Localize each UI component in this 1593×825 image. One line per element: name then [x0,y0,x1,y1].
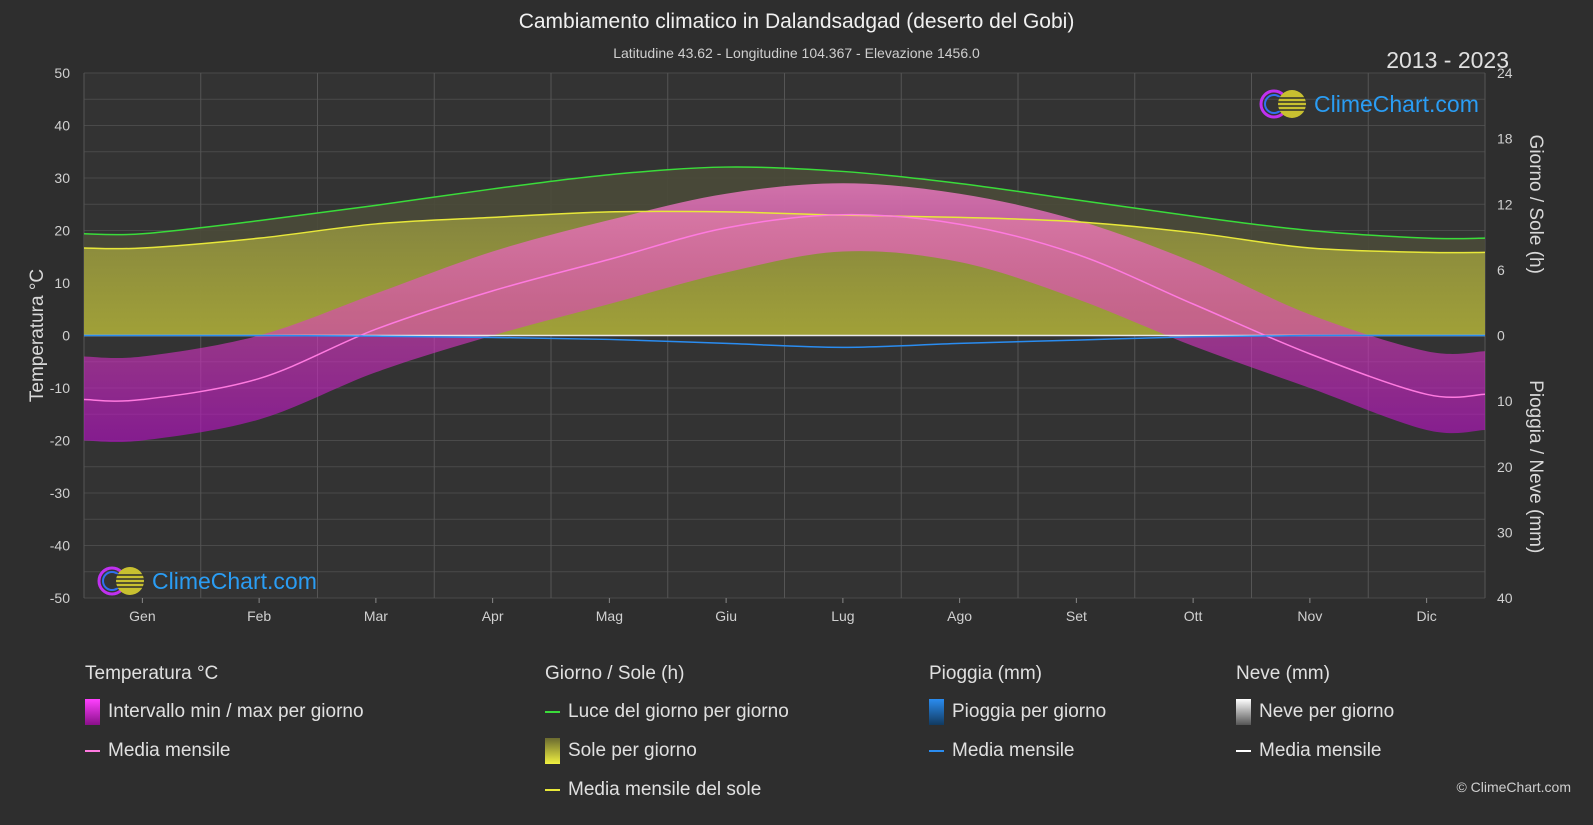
y-axis-title: Temperatura °C [27,269,48,402]
legend-rain: Pioggia (mm) Pioggia per giorno Media me… [929,663,1106,777]
legend-title: Neve (mm) [1236,663,1330,684]
y-tick-label: -40 [50,538,70,554]
legend-item: Media mensile [85,738,364,764]
year-range: 2013 - 2023 [1386,47,1509,73]
y3-tick-label: 20 [1497,459,1513,475]
temperature-mean-line [83,213,1486,402]
copyright: © ClimeChart.com [1456,779,1571,795]
x-tick-label: Nov [1297,608,1322,624]
x-tick-label: Ago [947,608,972,624]
legend-swatch [545,738,560,764]
legend-label: Intervallo min / max per giorno [108,701,364,722]
x-tick-label: Mar [364,608,388,624]
legend-swatch [929,699,944,725]
legend-label: Media mensile del sole [568,779,762,800]
logo-icon [97,566,144,596]
y2-axis-title: Giorno / Sole (h) [1525,135,1546,274]
y2-tick-label: 0 [1497,328,1505,344]
y-tick-label: 0 [62,328,70,344]
legend-label: Sole per giorno [568,740,697,761]
logo-text: ClimeChart.com [1314,90,1479,117]
legend-label: Neve per giorno [1259,701,1395,722]
y-tick-label: 10 [54,275,70,291]
y2-tick-label: 24 [1497,65,1513,81]
daylight-line [83,166,1486,240]
y3-tick-label: 40 [1497,590,1513,606]
logo-text: ClimeChart.com [152,567,317,594]
x-tick-label: Apr [482,608,504,624]
logo-top[interactable]: ClimeChart.com [1258,88,1479,120]
legend-title: Giorno / Sole (h) [545,663,685,684]
sunshine-mean-line [83,210,1486,254]
y-tick-label: 20 [54,223,70,239]
y3-tick-label: 10 [1497,393,1513,409]
y-tick-label: -20 [50,433,70,449]
y2-tick-label: 12 [1497,196,1513,212]
legend-snow: Neve (mm) Neve per giorno Media mensile [1236,663,1394,777]
legend-swatch [1236,699,1251,725]
y-tick-label: -30 [50,485,70,501]
y2-tick-label: 6 [1497,262,1505,278]
temperature-range-band [84,183,1485,443]
legend-label: Luce del giorno per giorno [568,701,789,722]
legend-label: Media mensile [1259,740,1382,761]
chart-subtitle: Latitudine 43.62 - Longitudine 104.367 -… [613,45,980,61]
legend-label: Media mensile [952,740,1075,761]
y-tick-label: 40 [54,118,70,134]
legend-item: Media mensile del sole [545,777,789,803]
y3-axis-title: Pioggia / Neve (mm) [1525,380,1546,553]
y3-tick-label: 30 [1497,524,1513,540]
legend-daylight-sun: Giorno / Sole (h) Luce del giorno per gi… [545,663,789,816]
legend-title: Pioggia (mm) [929,663,1042,684]
legend-item: Luce del giorno per giorno [545,699,789,725]
x-tick-label: Gen [129,608,155,624]
legend-item: Media mensile [929,738,1106,764]
legend-swatch [85,699,100,725]
x-tick-label: Dic [1417,608,1437,624]
x-tick-label: Set [1066,608,1087,624]
legend-item: Sole per giorno [545,738,789,764]
legend-temperature: Temperatura °C Intervallo min / max per … [85,663,364,777]
x-tick-label: Giu [715,608,737,624]
legend-swatch [545,711,560,713]
chart-title: Cambiamento climatico in Dalandsadgad (d… [518,10,1075,33]
y-tick-label: -10 [50,380,70,396]
legend-title: Temperatura °C [85,663,219,684]
y-tick-label: 30 [54,170,70,186]
legend-swatch [929,750,944,752]
y-tick-label: -50 [50,590,70,606]
legend-swatch [85,750,100,752]
legend-label: Media mensile [108,740,231,761]
logo-bottom[interactable]: ClimeChart.com [96,565,317,597]
legend-swatch [545,789,560,791]
legend-item: Pioggia per giorno [929,699,1106,725]
x-tick-label: Lug [831,608,854,624]
x-tick-label: Mag [596,608,623,624]
legend-item: Neve per giorno [1236,699,1394,725]
legend-item: Media mensile [1236,738,1394,764]
legend-swatch [1236,750,1251,752]
y2-tick-label: 18 [1497,131,1513,147]
x-tick-label: Feb [247,608,271,624]
legend-item: Intervallo min / max per giorno [85,699,364,725]
rain-mean-line [84,334,1485,349]
logo-icon [1259,89,1306,119]
x-tick-label: Ott [1184,608,1203,624]
y-tick-label: 50 [54,65,70,81]
legend-label: Pioggia per giorno [952,701,1107,722]
